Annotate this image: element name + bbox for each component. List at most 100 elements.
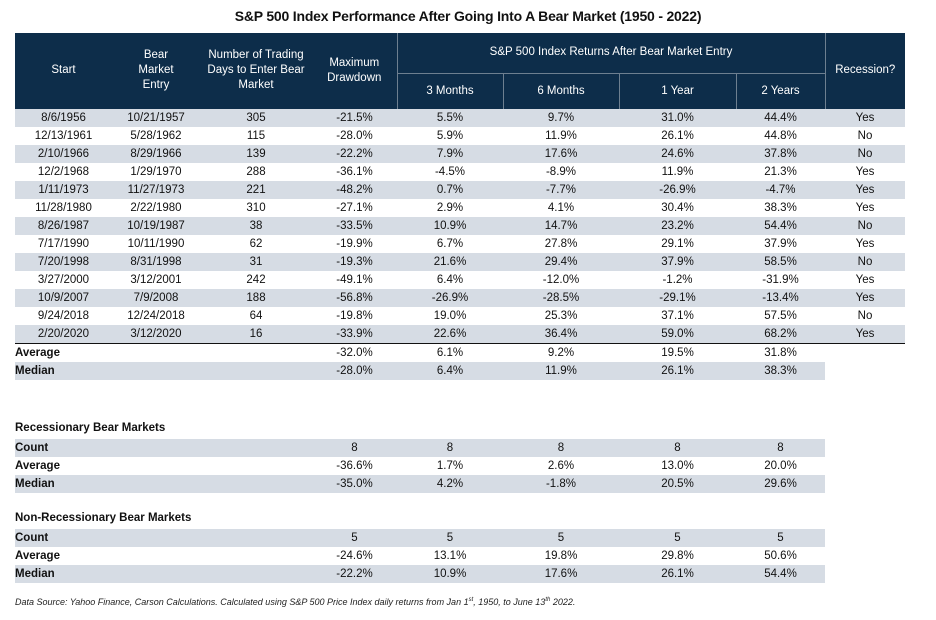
cell-1y: 8 bbox=[619, 439, 736, 457]
cell-3m: 8 bbox=[397, 439, 503, 457]
cell-1y: 24.6% bbox=[619, 144, 736, 163]
cell-start: 10/9/2007 bbox=[15, 288, 112, 307]
cell-2y: 38.3% bbox=[764, 201, 797, 214]
cell-drawdown: -19.3% bbox=[312, 252, 397, 271]
table-row: 7/20/1998 8/31/1998 31 -19.3% 21.6% 29.4% 37.9… bbox=[15, 252, 905, 271]
cell-drawdown: -19.9% bbox=[336, 237, 373, 250]
header-entry: Bear Market Entry bbox=[112, 33, 200, 109]
cell-6m: 5 bbox=[503, 529, 619, 547]
cell-1y: 26.1% bbox=[619, 565, 736, 583]
cell-recession: No bbox=[825, 144, 905, 163]
cell-2y: -31.9% bbox=[762, 273, 799, 286]
cell-6m: 4.1% bbox=[547, 201, 575, 214]
cell-6m: -1.8% bbox=[503, 475, 619, 493]
table-row: 9/24/2018 12/24/2018 64 -19.8% 19.0% 25.3% 37.… bbox=[15, 307, 905, 325]
cell-6m: 11.9% bbox=[545, 129, 577, 142]
stat-label: Count bbox=[15, 439, 312, 457]
cell-days: 310 bbox=[246, 201, 266, 214]
bear-market-table: Start Bear Market Entry Number of Tradin… bbox=[15, 33, 905, 380]
cell-drawdown: -33.9% bbox=[312, 324, 397, 344]
cell-3m: 21.6% bbox=[397, 252, 503, 271]
table-row: 2/10/1966 8/29/1966 139 -22.2% 7.9% 17.6% 24.6… bbox=[15, 144, 905, 163]
cell-drawdown: 5 bbox=[312, 529, 397, 547]
cell-3m: 10.9% bbox=[397, 216, 503, 235]
cell-drawdown: -22.2% bbox=[312, 565, 397, 583]
cell-1y: 26.1% bbox=[661, 129, 694, 142]
cell-recession: Yes bbox=[855, 165, 875, 178]
cell-entry: 7/9/2008 bbox=[112, 288, 200, 307]
cell-1y: 26.1% bbox=[619, 361, 736, 380]
cell-start: 8/26/1987 bbox=[15, 216, 112, 235]
cell-drawdown: -48.2% bbox=[312, 180, 397, 199]
table-row: 7/17/1990 10/11/1990 62 -19.9% 6.7% 27.8% 29.1… bbox=[15, 235, 905, 253]
cell-3m: 10.9% bbox=[397, 565, 503, 583]
cell-days: 288 bbox=[246, 165, 266, 178]
cell-6m: 27.8% bbox=[544, 237, 578, 250]
cell-recession: Yes bbox=[855, 273, 875, 286]
cell-drawdown: 8 bbox=[312, 439, 397, 457]
cell-2y: 54.4% bbox=[736, 216, 825, 235]
cell-3m: 19.0% bbox=[433, 309, 467, 322]
page-title: S&P 500 Index Performance After Going In… bbox=[234, 8, 702, 24]
header-2-years: 2 Years bbox=[735, 72, 825, 109]
header-start: Start bbox=[15, 33, 112, 109]
summary-row: Average -32.0% 6.1% 9.2% 19.5% 31.8% bbox=[15, 343, 905, 362]
cell-1y: 20.5% bbox=[619, 475, 736, 493]
cell-2y: 29.6% bbox=[736, 475, 825, 493]
header-returns-group: S&P 500 Index Returns After Bear Market … bbox=[396, 33, 825, 73]
summary-body: Average -32.0% 6.1% 9.2% 19.5% 31.8% Median -28… bbox=[15, 343, 905, 380]
stat-label: Count bbox=[15, 529, 312, 547]
cell-1y: 23.2% bbox=[619, 216, 736, 235]
stat-label: Median bbox=[15, 475, 312, 493]
cell-6m: 36.4% bbox=[503, 324, 619, 344]
table-row: 3/27/2000 3/12/2001 242 -49.1% 6.4% -12.0% -1.… bbox=[15, 271, 905, 289]
cell-1y: 37.9% bbox=[619, 252, 736, 271]
table-row: 12/2/1968 1/29/1970 288 -36.1% -4.5% -8.9% 11.… bbox=[15, 163, 905, 181]
header-days: Number of Trading Days to Enter Bear Mar… bbox=[200, 33, 312, 109]
cell-drawdown: -19.8% bbox=[336, 309, 373, 322]
cell-3m: 5.5% bbox=[397, 108, 503, 127]
stat-row: Median -35.0% 4.2% -1.8% 20.5% 29.6% bbox=[15, 475, 825, 493]
table-row: 12/13/1961 5/28/1962 115 -28.0% 5.9% 11.9% 26.… bbox=[15, 127, 905, 145]
cell-days: 64 bbox=[249, 309, 263, 322]
cell-drawdown: -27.1% bbox=[336, 201, 373, 214]
cell-6m: -12.0% bbox=[542, 273, 580, 286]
cell-2y: 57.5% bbox=[764, 309, 797, 322]
cell-6m: 17.6% bbox=[503, 144, 619, 163]
cell-entry: 10/19/1987 bbox=[112, 216, 200, 235]
cell-start: 7/17/1990 bbox=[37, 237, 90, 250]
cell-3m: 2.9% bbox=[436, 201, 464, 214]
summary-label: Average bbox=[15, 343, 312, 362]
cell-start: 11/28/1980 bbox=[35, 201, 92, 214]
table-row: 10/9/2007 7/9/2008 188 -56.8% -26.9% -28.5% -2… bbox=[15, 288, 905, 307]
cell-1y: -26.9% bbox=[619, 180, 736, 199]
cell-6m: 8 bbox=[503, 439, 619, 457]
header-drawdown: Maximum Drawdown bbox=[312, 33, 397, 109]
footnote-text: , 1950, to June 13 bbox=[473, 597, 546, 607]
cell-6m: 2.6% bbox=[547, 460, 575, 472]
footnote-sup: st bbox=[468, 597, 474, 603]
footnote-text: Data Source: Yahoo Finance, Carson Calcu… bbox=[15, 597, 469, 607]
cell-2y: 37.8% bbox=[736, 144, 825, 163]
cell-2y: 38.3% bbox=[736, 361, 825, 380]
cell-drawdown: -33.5% bbox=[312, 216, 397, 235]
empty-cell bbox=[825, 361, 905, 380]
footnote: Data Source: Yahoo Finance, Carson Calcu… bbox=[15, 597, 575, 607]
cell-6m: -28.5% bbox=[503, 288, 619, 307]
cell-recession: No bbox=[825, 252, 905, 271]
cell-recession: No bbox=[825, 216, 905, 235]
header-3-months: 3 Months bbox=[396, 72, 503, 109]
cell-drawdown: -35.0% bbox=[312, 475, 397, 493]
non-recessionary-table: Count 5 5 5 5 5 Average -24.6% 13.1% 19.8% 29.8% 50… bbox=[15, 529, 825, 583]
recessionary-title: Recessionary Bear Markets bbox=[15, 422, 166, 434]
cell-start: 3/27/2000 bbox=[37, 273, 90, 286]
cell-3m: 5.9% bbox=[436, 129, 464, 142]
stat-label: Average bbox=[15, 550, 60, 562]
summary-row: Median -28.0% 6.4% 11.9% 26.1% 38.3% bbox=[15, 361, 905, 380]
cell-1y: 29.1% bbox=[661, 237, 694, 250]
cell-3m: 5 bbox=[397, 529, 503, 547]
cell-2y: 5 bbox=[736, 529, 825, 547]
cell-days: 242 bbox=[246, 273, 266, 286]
table-row: 11/28/1980 2/22/1980 310 -27.1% 2.9% 4.1% 30.4… bbox=[15, 199, 905, 217]
cell-drawdown: -21.5% bbox=[312, 108, 397, 127]
